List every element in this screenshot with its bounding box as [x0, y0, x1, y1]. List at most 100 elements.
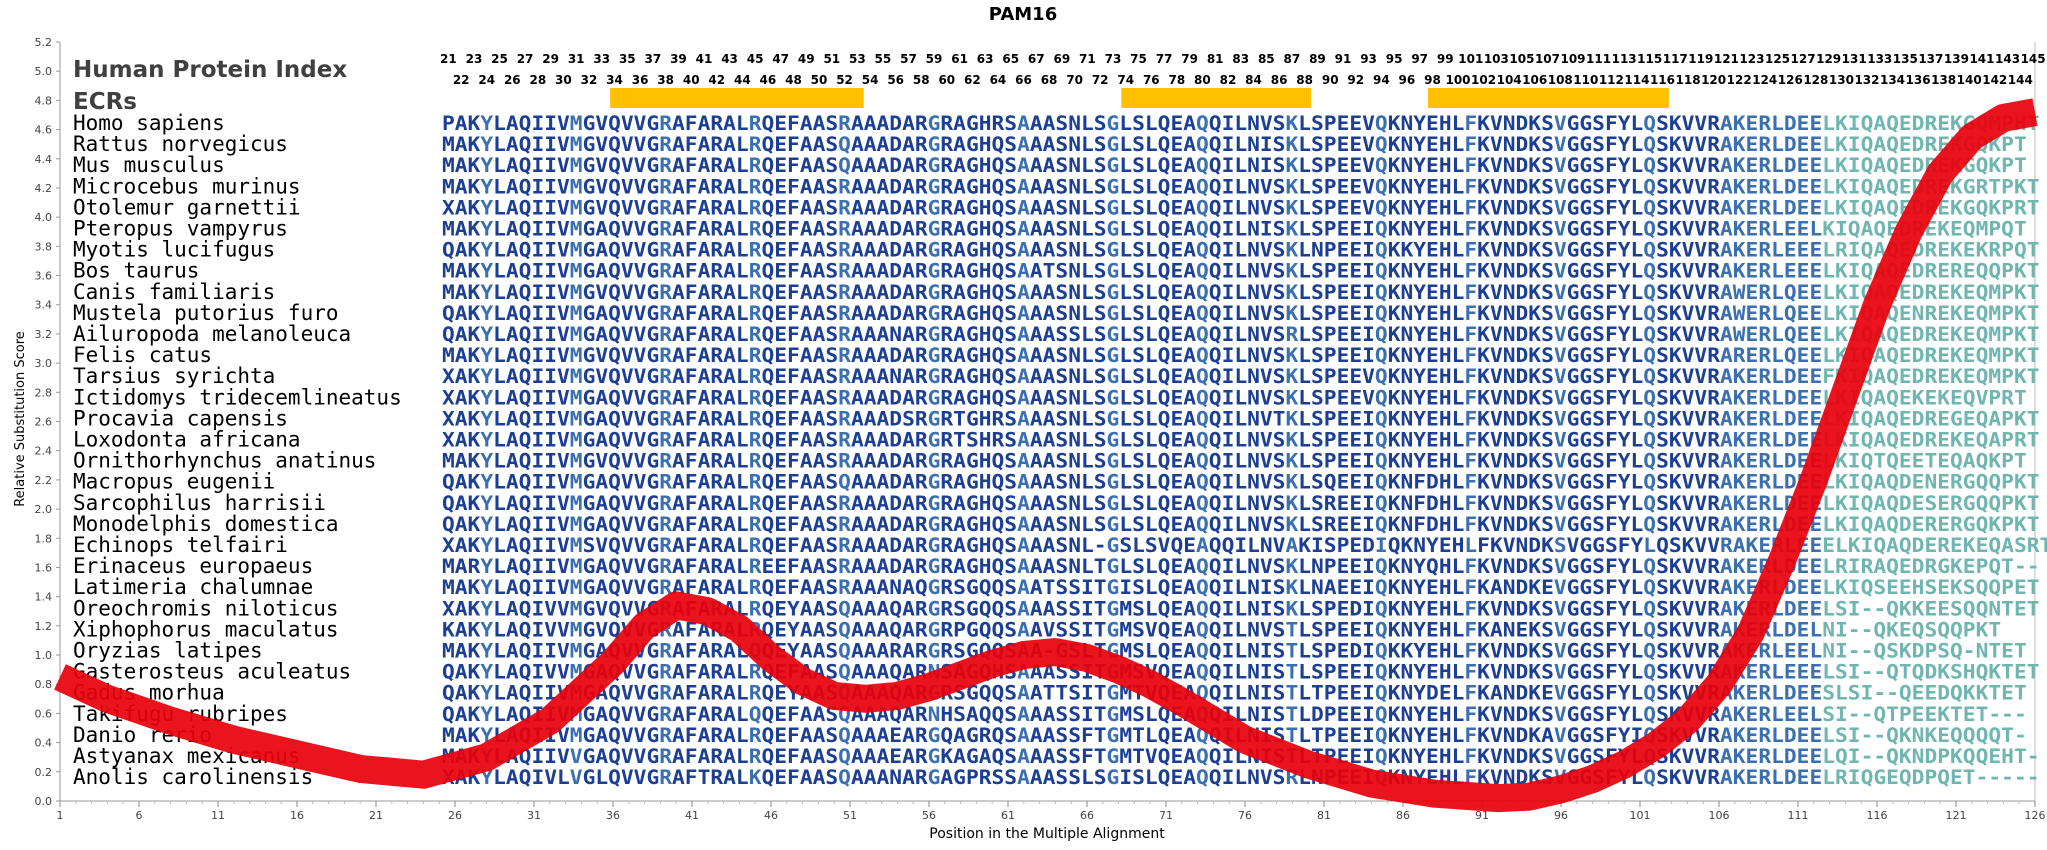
human-index-number: 21 — [440, 52, 457, 66]
human-index-number: 145 — [2021, 52, 2046, 66]
species-sequence: XAKYLAQIIVMGVQVVGRAFARALRQEFAASRAAADARGR… — [442, 196, 2040, 219]
species-sequence: QAKYLAQIIVMGAQVVGRAFARALRQEFAASRAAADARGR… — [442, 239, 2040, 262]
species-sequence: XAKYLAQIIVMGVQVVGRAFARALRQEFAASRAAANARGR… — [442, 365, 2040, 388]
score-curve — [54, 98, 2038, 813]
x-tick-label: 121 — [1946, 809, 1967, 822]
human-index-number: 131 — [1842, 52, 1867, 66]
chart-title: PAM16 — [989, 4, 1057, 25]
y-tick-label: 1.8 — [35, 532, 53, 545]
human-index-number: 84 — [1245, 73, 1262, 87]
x-tick-label: 116 — [1867, 809, 1888, 822]
human-index-number: 105 — [1509, 52, 1534, 66]
human-index-number: 128 — [1803, 73, 1828, 87]
human-index-number: 121 — [1714, 52, 1739, 66]
species-label: Rattus norvegicus — [73, 132, 288, 156]
human-index-number: 60 — [938, 73, 955, 87]
species-label: Oreochromis niloticus — [73, 596, 339, 620]
human-index-number: 138 — [1931, 73, 1956, 87]
human-index-number: 62 — [964, 73, 981, 87]
human-index-number: 134 — [1880, 73, 1905, 87]
human-index-number: 68 — [1041, 73, 1058, 87]
alignment-sequences: PAKYLAQIIVMGVQVVGRAFARALRQEFAASRAAADARGR… — [442, 112, 2047, 789]
species-label: Erinaceus europaeus — [73, 554, 313, 578]
human-index-number: 86 — [1271, 73, 1288, 87]
y-tick-label: 3.6 — [35, 270, 53, 283]
human-index-number: 54 — [862, 73, 879, 87]
human-index-number: 123 — [1739, 52, 1764, 66]
human-index-number: 137 — [1918, 52, 1943, 66]
species-sequence: MAKYLAQIIVMGVQVVGRAFARALRQEFAASRAAADARGR… — [442, 450, 2027, 473]
human-index-number: 40 — [683, 73, 700, 87]
species-label: Bos taurus — [73, 259, 199, 283]
human-index-number: 135 — [1893, 52, 1918, 66]
species-label: Mustela putorius furo — [73, 301, 339, 325]
human-index-number: 76 — [1143, 73, 1160, 87]
ecr-bar — [1428, 88, 1669, 108]
human-index-number: 65 — [1002, 52, 1019, 66]
ecr-bar — [1121, 88, 1312, 108]
human-index-number: 69 — [1053, 52, 1070, 66]
species-label: Ictidomys tridecemlineatus — [73, 385, 402, 409]
human-index-number: 70 — [1066, 73, 1083, 87]
species-label: Procavia capensis — [73, 406, 288, 430]
x-tick-label: 56 — [922, 809, 936, 822]
human-index-number: 99 — [1437, 52, 1454, 66]
species-sequence: QAKYLAQIVVMGAQVVGRAFARALRQEFAASQAAAQARNS… — [442, 661, 2040, 684]
human-index-number: 34 — [606, 73, 623, 87]
species-label: Xiphophorus maculatus — [73, 617, 339, 641]
human-index-number: 124 — [1752, 73, 1777, 87]
x-tick-label: 51 — [843, 809, 857, 822]
y-tick-label: 0.4 — [35, 737, 53, 750]
human-index-number: 56 — [887, 73, 904, 87]
score-line — [54, 98, 2038, 813]
human-index-row: 21 23 25 27 29 31 33 35 37 39 41 43 45 47 49 51 53 55 57 59… — [440, 52, 2046, 87]
x-tick-label: 96 — [1554, 809, 1568, 822]
x-axis-label: Position in the Multiple Alignment — [929, 826, 1165, 842]
human-index-number: 77 — [1156, 52, 1173, 66]
human-index-number: 48 — [785, 73, 802, 87]
y-tick-label: 4.6 — [35, 124, 53, 137]
ecrs-label: ECRs — [73, 89, 137, 115]
y-tick-label: 2.0 — [35, 503, 53, 516]
x-tick-label: 31 — [527, 809, 541, 822]
human-index-number: 37 — [645, 52, 662, 66]
x-tick-label: 1 — [57, 809, 64, 822]
species-label: Macropus eugenii — [73, 470, 275, 494]
y-tick-label: 1.0 — [35, 649, 53, 662]
human-index-number: 136 — [1906, 73, 1931, 87]
species-sequence: XAKYLAQIIVMGAQVVGRAFARALRQEFAASRAAADARGR… — [442, 386, 2027, 409]
y-tick-label: 3.8 — [35, 240, 53, 253]
species-label: Pteropus vampyrus — [73, 217, 288, 241]
x-tick-label: 26 — [448, 809, 462, 822]
human-index-number: 88 — [1296, 73, 1313, 87]
human-index-number: 30 — [555, 73, 572, 87]
species-label: Myotis lucifugus — [73, 238, 275, 262]
human-index-number: 98 — [1424, 73, 1441, 87]
ecr-bar — [610, 88, 864, 108]
human-index-number: 127 — [1791, 52, 1816, 66]
y-tick-label: 2.4 — [35, 445, 53, 458]
human-index-number: 94 — [1373, 73, 1390, 87]
human-index-number: 111 — [1586, 52, 1611, 66]
y-tick-labels: 0.0 0.2 0.4 0.6 0.8 1.0 1.2 1.4 1.6 1.8 2.0 2.2 2.4 2… — [35, 36, 60, 808]
human-index-number: 95 — [1386, 52, 1403, 66]
y-tick-label: 4.4 — [35, 153, 53, 166]
human-index-number: 72 — [1092, 73, 1109, 87]
x-tick-label: 86 — [1396, 809, 1410, 822]
human-index-number: 116 — [1650, 73, 1675, 87]
x-tick-label: 61 — [1001, 809, 1015, 822]
human-index-number: 104 — [1497, 73, 1522, 87]
species-sequence: MAKYLAQIIVMGAQVVGRAFARALRQEFAASRAAANAQGR… — [442, 576, 2040, 599]
human-index-number: 110 — [1573, 73, 1598, 87]
species-sequence: QAKYLAQIIVMGAQVVGRAFARALRQEFAASRAAANARGR… — [442, 323, 2040, 346]
human-index-number: 46 — [760, 73, 777, 87]
human-index-number: 91 — [1335, 52, 1352, 66]
species-sequence: XAKYLAQIVVMGVQVVGRAFARALRQEYAASQAAAQARGR… — [442, 597, 2040, 620]
y-axis-label: Relative Substitution Score — [13, 331, 28, 507]
human-index-number: 97 — [1411, 52, 1428, 66]
human-index-number: 115 — [1637, 52, 1662, 66]
species-label: Oryzias latipes — [73, 639, 263, 663]
human-index-number: 73 — [1105, 52, 1122, 66]
species-label: Microcebus murinus — [73, 174, 301, 198]
